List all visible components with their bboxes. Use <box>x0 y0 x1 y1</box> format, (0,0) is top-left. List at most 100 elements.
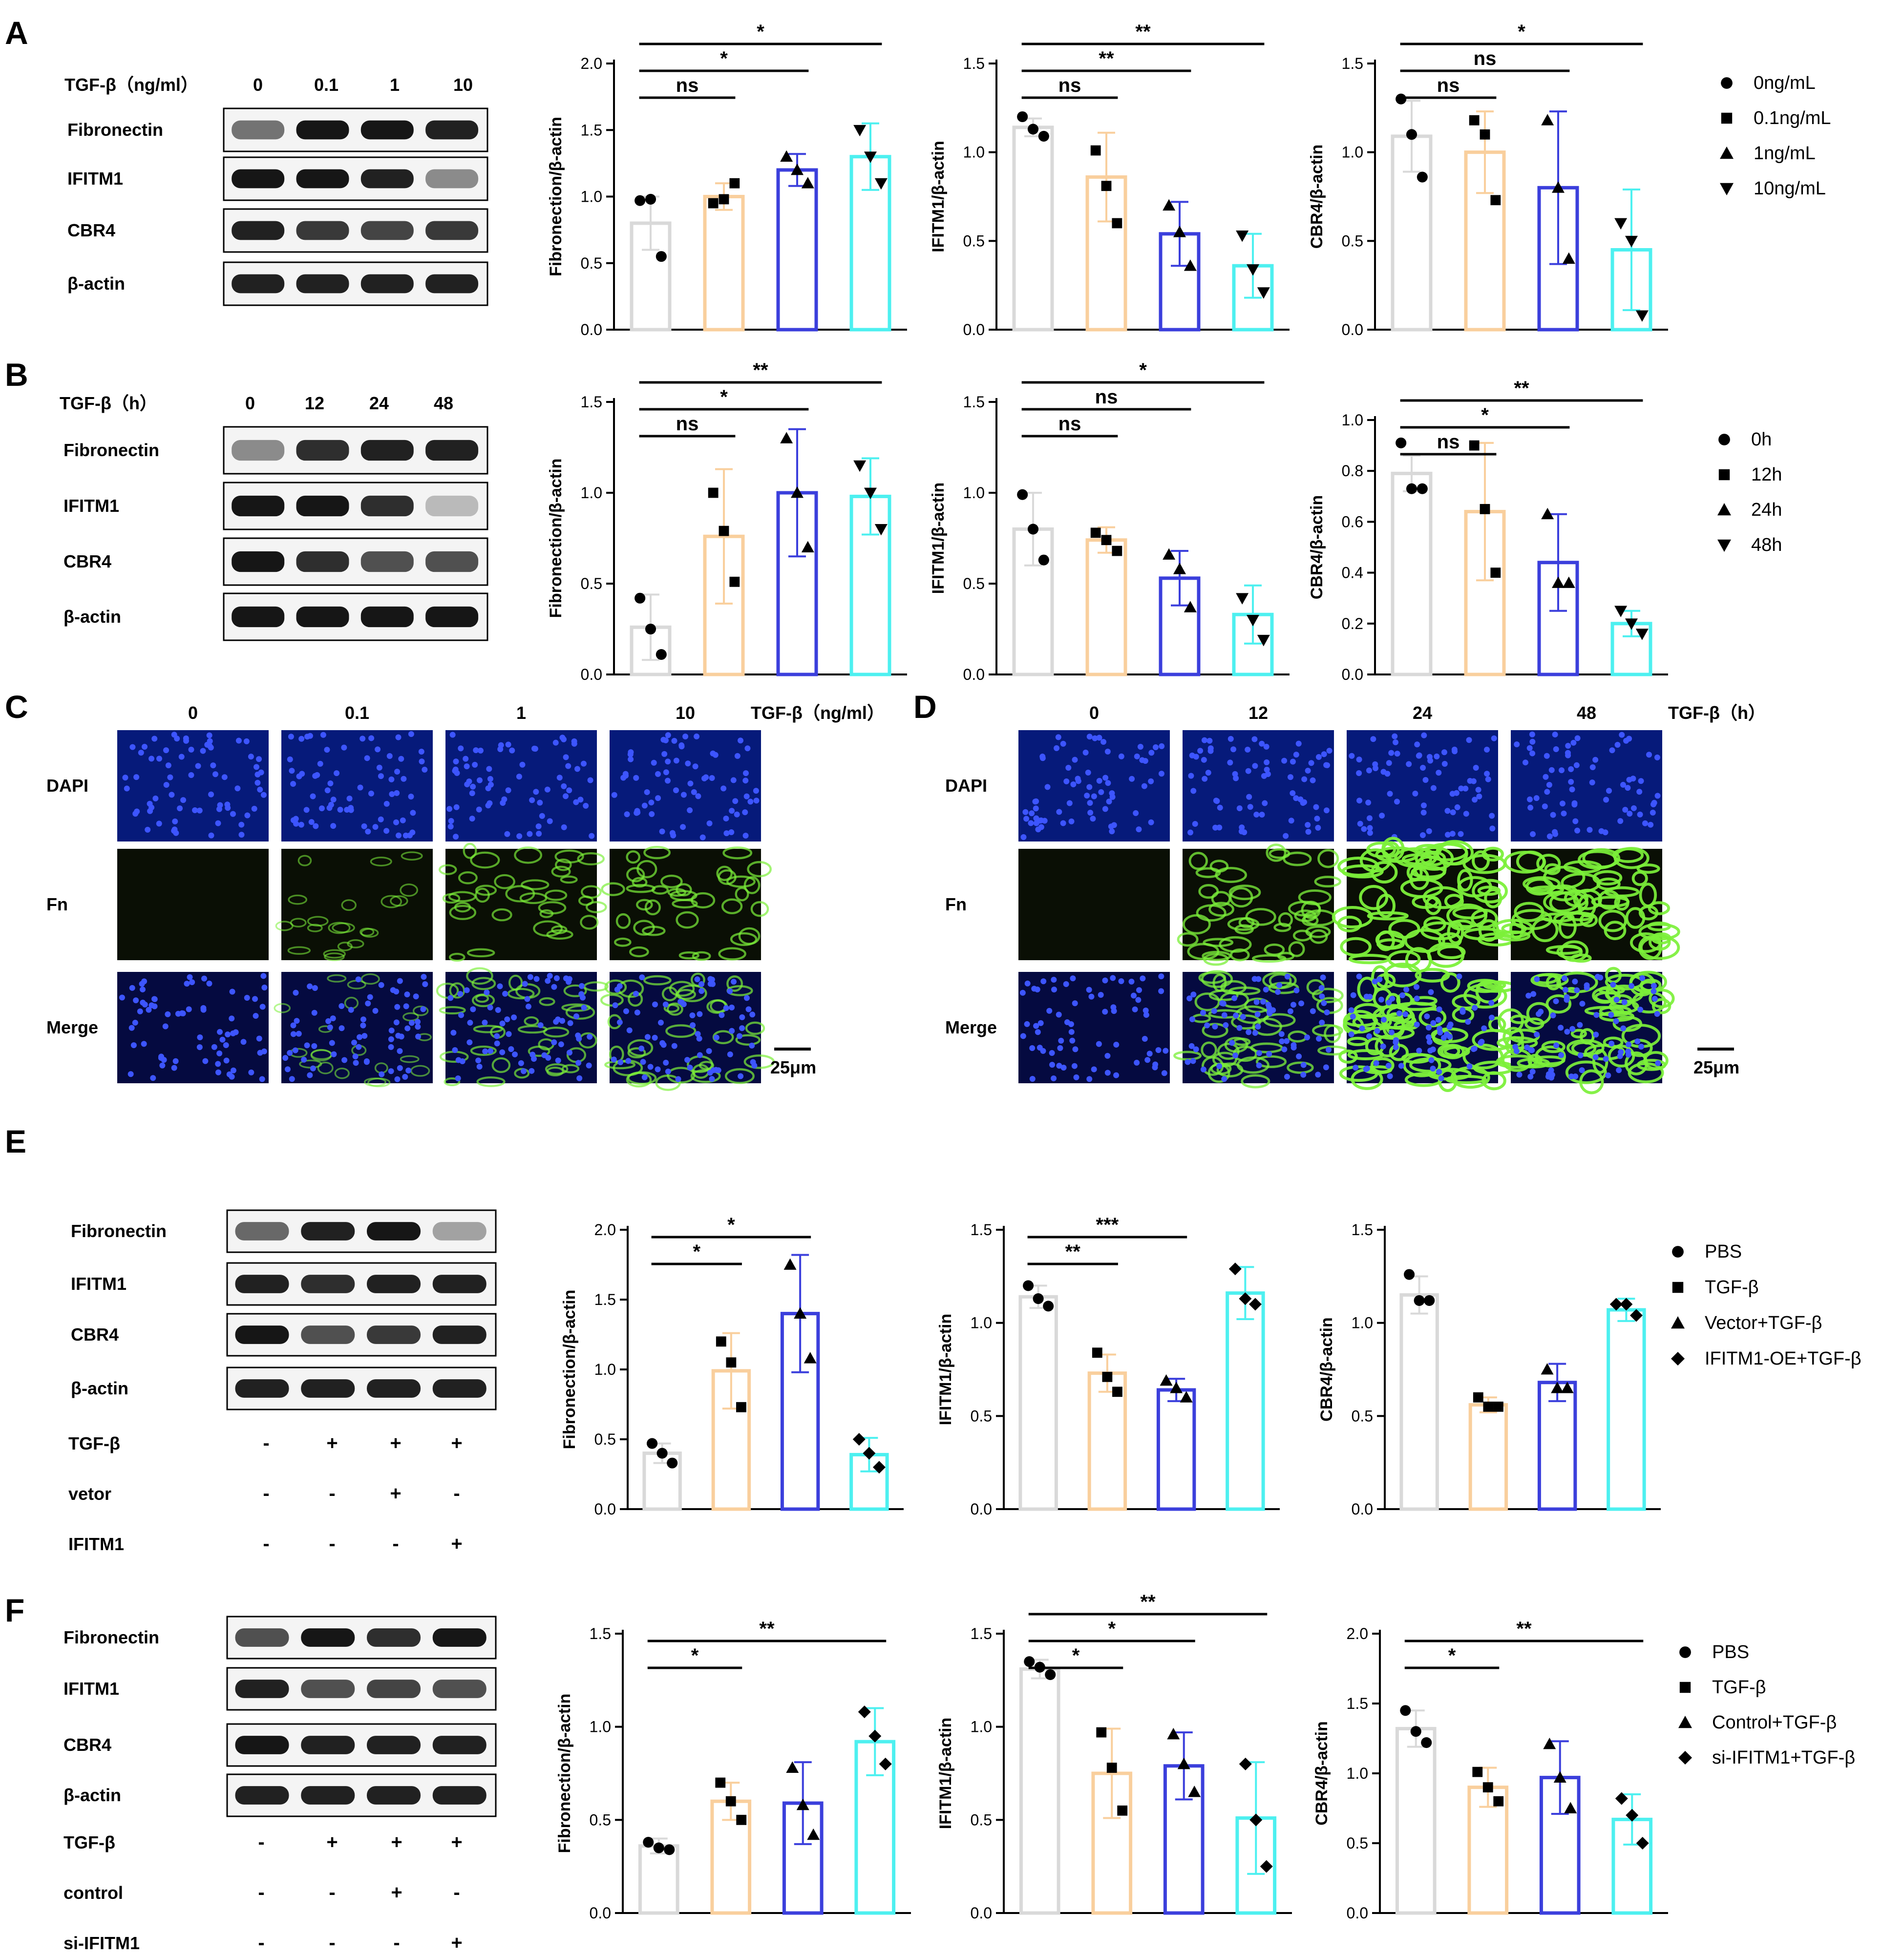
nucleus <box>378 816 384 822</box>
treatment-label: TGF-β <box>68 1433 120 1453</box>
blot-band <box>232 169 285 189</box>
nucleus <box>248 754 254 760</box>
nucleus <box>408 793 414 799</box>
data-point <box>1163 199 1176 211</box>
fibronectin-signal <box>323 949 346 959</box>
nucleus <box>1650 809 1656 816</box>
nucleus <box>1096 1041 1102 1047</box>
nucleus <box>1037 1020 1044 1026</box>
nucleus <box>1549 1072 1555 1078</box>
nucleus <box>509 747 515 754</box>
nucleus <box>188 746 194 753</box>
nucleus <box>1366 1033 1373 1039</box>
nucleus <box>690 1022 696 1029</box>
nucleus <box>216 1029 223 1035</box>
fibronectin-signal <box>1544 863 1561 875</box>
nucleus <box>663 1059 669 1066</box>
nucleus <box>1265 1002 1271 1008</box>
nucleus <box>402 1073 408 1080</box>
nucleus <box>147 808 153 814</box>
data-point <box>1188 1786 1201 1797</box>
nucleus <box>151 736 158 742</box>
nucleus <box>1620 1025 1627 1031</box>
nucleus <box>325 1018 332 1024</box>
nucleus <box>1189 1016 1195 1023</box>
nucleus <box>1627 810 1633 817</box>
fibronectin-signal <box>1570 1029 1587 1039</box>
fibronectin-signal <box>1266 843 1287 862</box>
nucleus <box>1158 988 1164 994</box>
blot-band <box>296 274 349 294</box>
fibronectin-image <box>1018 849 1170 960</box>
fibronectin-signal <box>1472 879 1508 904</box>
nucleus <box>422 981 428 988</box>
bar <box>1226 1291 1265 1511</box>
nucleus <box>1422 777 1429 783</box>
nucleus <box>684 1057 691 1063</box>
treatment-mark: - <box>329 1932 335 1954</box>
nucleus <box>497 983 503 989</box>
nucleus <box>152 795 159 801</box>
nucleus <box>1216 1063 1223 1069</box>
nucleus <box>1110 1004 1117 1010</box>
nucleus <box>1538 1009 1544 1015</box>
fibronectin-signal <box>578 895 594 906</box>
nucleus <box>1104 1070 1111 1076</box>
data-point <box>656 649 667 660</box>
nucleus <box>1190 1058 1196 1064</box>
fibronectin-signal <box>661 986 678 1002</box>
column-label: 12 <box>1248 703 1268 723</box>
nucleus <box>1068 818 1075 824</box>
data-point <box>1609 1298 1623 1311</box>
nucleus <box>133 997 139 1004</box>
nucleus <box>1534 976 1540 982</box>
legend-marker <box>1679 1646 1691 1658</box>
fibronectin-signal <box>551 865 571 878</box>
nucleus <box>397 1065 403 1071</box>
nucleus <box>694 733 700 739</box>
fibronectin-signal <box>615 913 631 929</box>
fibronectin-signal <box>521 879 550 890</box>
blot-band <box>235 1628 289 1647</box>
fibronectin-signal <box>1565 1060 1607 1084</box>
fibronectin-signal <box>297 855 312 866</box>
nucleus <box>206 980 212 987</box>
nucleus <box>229 1073 235 1080</box>
nucleus <box>446 806 453 812</box>
fibronectin-signal <box>1357 976 1377 1002</box>
y-axis-label: IFITM1/β-actin <box>936 1314 955 1426</box>
nucleus <box>1593 1031 1599 1038</box>
fibronectin-signal <box>505 885 535 903</box>
nucleus <box>727 988 733 994</box>
nucleus <box>723 830 730 837</box>
fibronectin-signal <box>1425 896 1442 915</box>
nucleus <box>351 1039 358 1046</box>
nucleus <box>196 1044 203 1051</box>
data-point <box>1469 115 1480 126</box>
nucleus <box>687 807 693 814</box>
nucleus <box>223 1057 230 1064</box>
nucleus <box>1387 791 1393 797</box>
data-point <box>786 1761 799 1773</box>
nucleus <box>1298 1000 1305 1007</box>
fibronectin-signal <box>1636 863 1660 874</box>
nucleus <box>1608 1011 1614 1018</box>
nucleus <box>1263 987 1269 993</box>
y-tick-label: 0.0 <box>963 666 985 683</box>
nucleus <box>1435 1017 1441 1023</box>
data-point <box>853 125 867 137</box>
fibronectin-signal <box>1545 974 1562 990</box>
data-point <box>780 150 793 162</box>
nucleus <box>472 761 478 768</box>
nucleus <box>1414 1021 1420 1028</box>
nucleus <box>1559 800 1566 807</box>
blot-row-label: CBR4 <box>63 1735 111 1755</box>
y-tick-label: 1.0 <box>971 1718 992 1736</box>
blot-band <box>425 495 479 517</box>
nucleus <box>1573 762 1580 768</box>
nucleus <box>1406 761 1412 767</box>
nucleus <box>1104 748 1111 755</box>
nucleus <box>219 1036 226 1043</box>
nucleus <box>165 1011 171 1017</box>
